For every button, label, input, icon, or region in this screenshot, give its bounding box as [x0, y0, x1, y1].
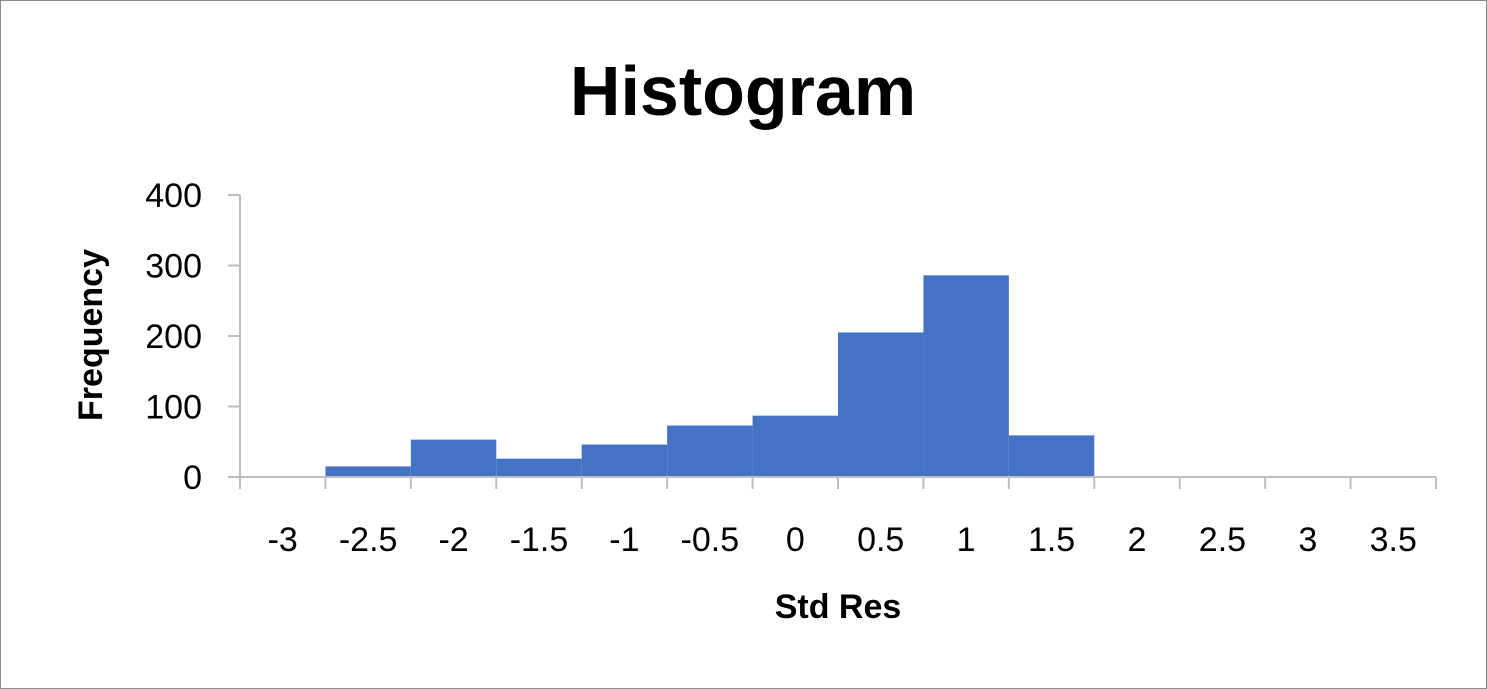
y-tick-labels: 0 100 200 300 400: [145, 177, 202, 497]
x-tick-label: 1.5: [1028, 521, 1075, 559]
x-tick-label: 0.5: [857, 521, 904, 559]
y-tick-label: 200: [145, 318, 202, 356]
y-axis-title: Frequency: [72, 249, 110, 421]
y-tick-label: 0: [183, 459, 202, 497]
x-tick-labels: -3 -2.5 -2 -1.5 -1 -0.5 0 0.5 1 1.5 2 2.5 3 3.5: [268, 521, 1417, 559]
x-tick-label: 2.5: [1199, 521, 1246, 559]
x-axis-title: Std Res: [775, 588, 902, 626]
x-tick-label: 2: [1128, 521, 1147, 559]
x-tick-label: -1: [609, 521, 639, 559]
x-tick-label: 3: [1298, 521, 1317, 559]
bar--2.5: [325, 466, 411, 477]
x-tick-label: 3.5: [1370, 521, 1417, 559]
x-tick-label: -2: [438, 521, 468, 559]
x-tick-label: 1: [957, 521, 976, 559]
y-tick-label: 400: [145, 177, 202, 215]
bars-group: [325, 275, 1095, 477]
bar--2: [410, 439, 497, 477]
x-tick-label: -1.5: [510, 521, 569, 559]
chart-title: Histogram: [570, 52, 916, 130]
x-tick-label: -0.5: [681, 521, 740, 559]
bar-1: [923, 275, 1009, 477]
bar-0: [752, 415, 838, 477]
x-tick-label: 0: [786, 521, 805, 559]
axes-group: [228, 194, 1437, 489]
bar--1.5: [496, 458, 582, 477]
bar--0.5: [667, 425, 753, 477]
y-tick-label: 300: [145, 248, 202, 286]
x-tick-label: -3: [268, 521, 298, 559]
x-tick-label: -2.5: [339, 521, 398, 559]
y-tick-label: 100: [145, 389, 202, 427]
bar-0.5: [838, 332, 924, 477]
bar-1.5: [1008, 435, 1095, 477]
bar--1: [581, 444, 668, 477]
